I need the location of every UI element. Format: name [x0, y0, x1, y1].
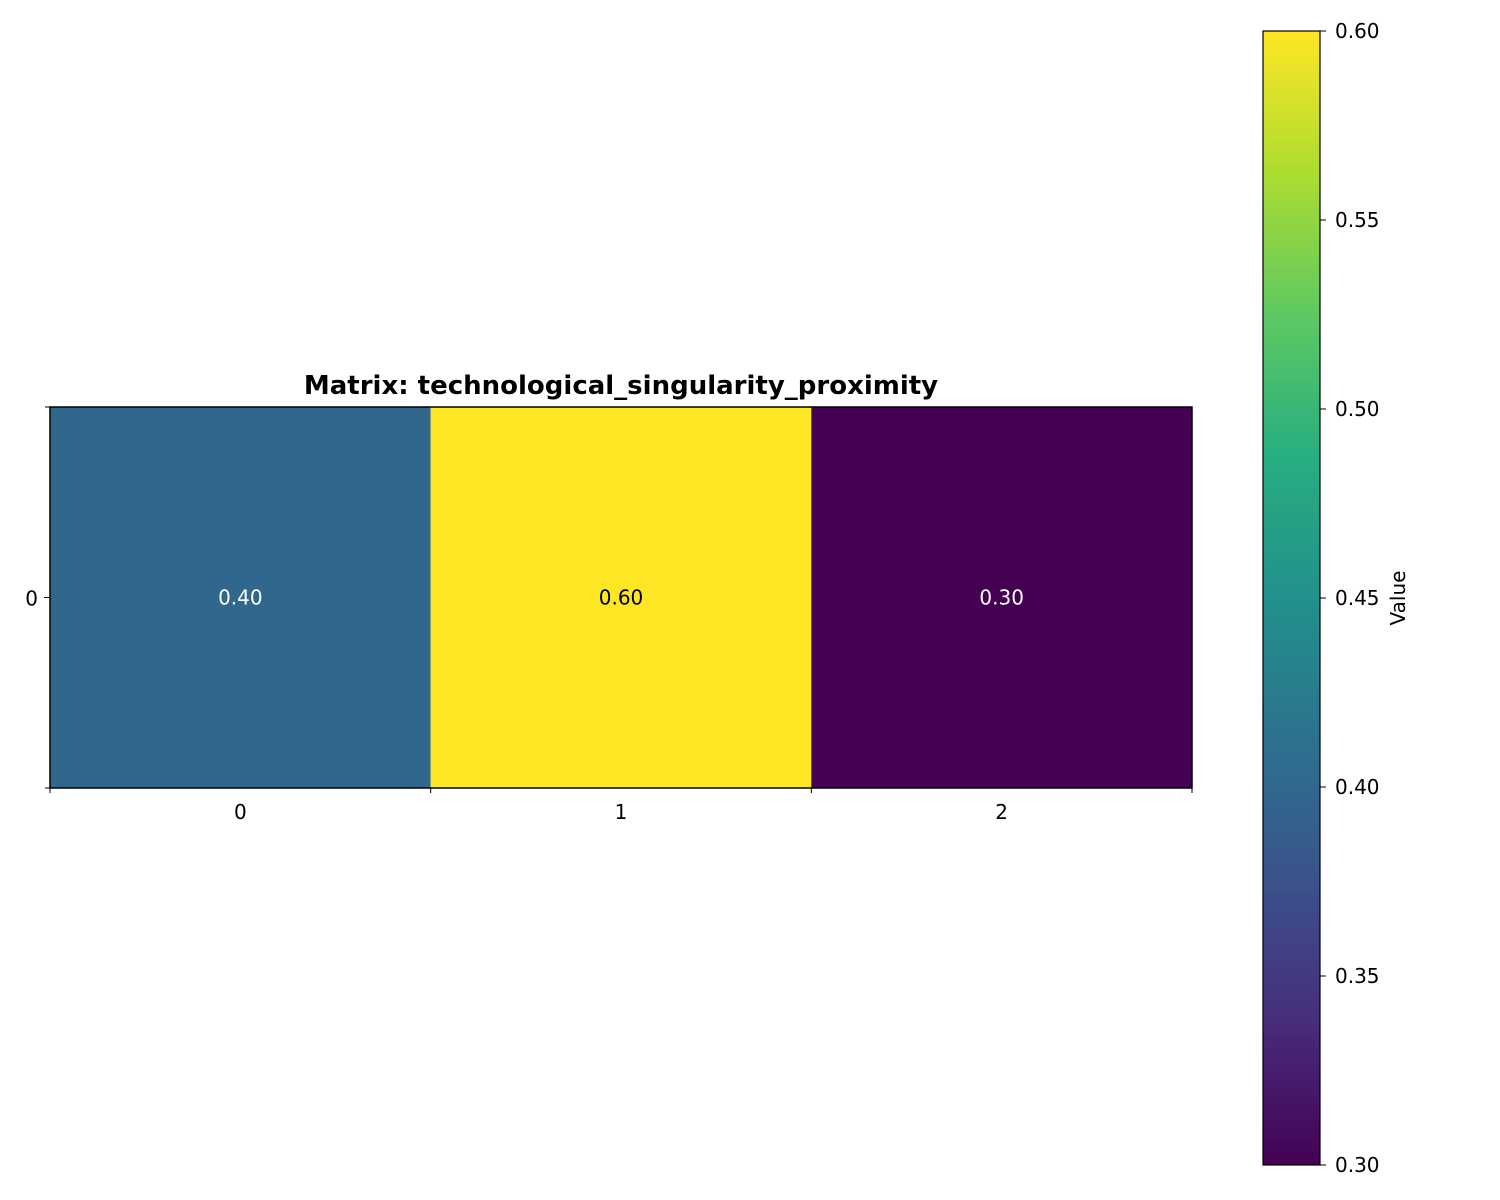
colorbar-tick-label: 0.50	[1335, 397, 1380, 421]
y-tick-label: 0	[25, 587, 38, 611]
colorbar-tick-label: 0.30	[1335, 1153, 1380, 1177]
cell-value-label: 0.60	[599, 586, 644, 610]
x-tick-label: 0	[234, 800, 247, 824]
colorbar-tick-label: 0.45	[1335, 586, 1380, 610]
colorbar-label: Value	[1386, 571, 1410, 626]
x-tick-label: 1	[615, 800, 628, 824]
colorbar-ticks: 0.30 0.35 0.40 0.45 0.50 0.55 0.60	[1320, 19, 1380, 1177]
cell-value-label: 0.40	[218, 586, 263, 610]
x-axis: 0 1 2	[49, 788, 1193, 824]
cell-value-label: 0.30	[979, 586, 1024, 610]
colorbar-tick-label: 0.35	[1335, 964, 1380, 988]
colorbar	[1262, 30, 1321, 1166]
heatmap-cell	[430, 407, 812, 788]
colorbar-tick-label: 0.55	[1335, 208, 1380, 232]
chart-title: Matrix: technological_singularity_proxim…	[304, 371, 938, 401]
colorbar-tick-label: 0.40	[1335, 775, 1380, 799]
colorbar-tick-label: 0.60	[1335, 19, 1380, 43]
heatmap-cells	[50, 407, 1192, 788]
heatmap-cell	[50, 407, 431, 788]
x-tick-label: 2	[995, 800, 1008, 824]
y-axis: 0	[25, 406, 50, 789]
heatmap-cell-labels: 0.40 0.60 0.30	[218, 586, 1024, 610]
heatmap-cell	[811, 407, 1192, 788]
